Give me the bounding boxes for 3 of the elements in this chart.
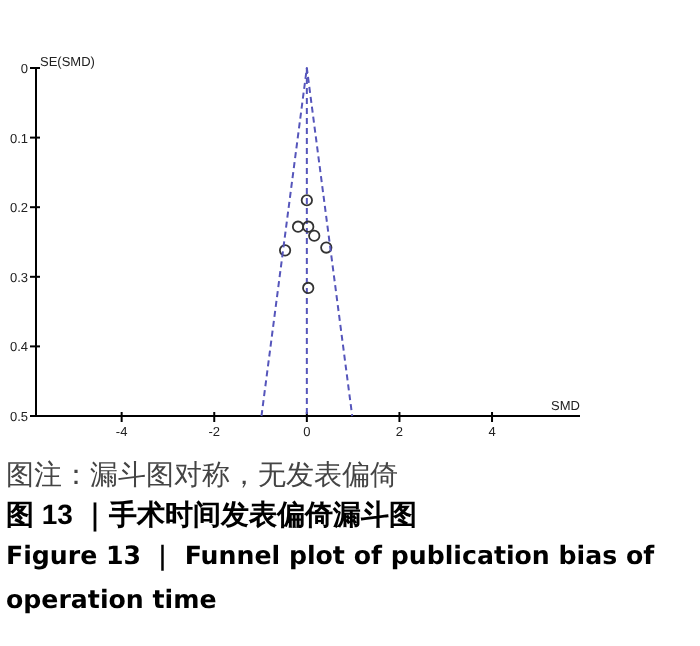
text: 图 13 ｜手术时间发表偏倚漏斗图 (6, 496, 419, 534)
text: Figure 13 ｜ Funnel plot of publication bias of operation time (6, 538, 657, 618)
text: 图注：漏斗图对称，无发表偏倚 (6, 456, 400, 494)
